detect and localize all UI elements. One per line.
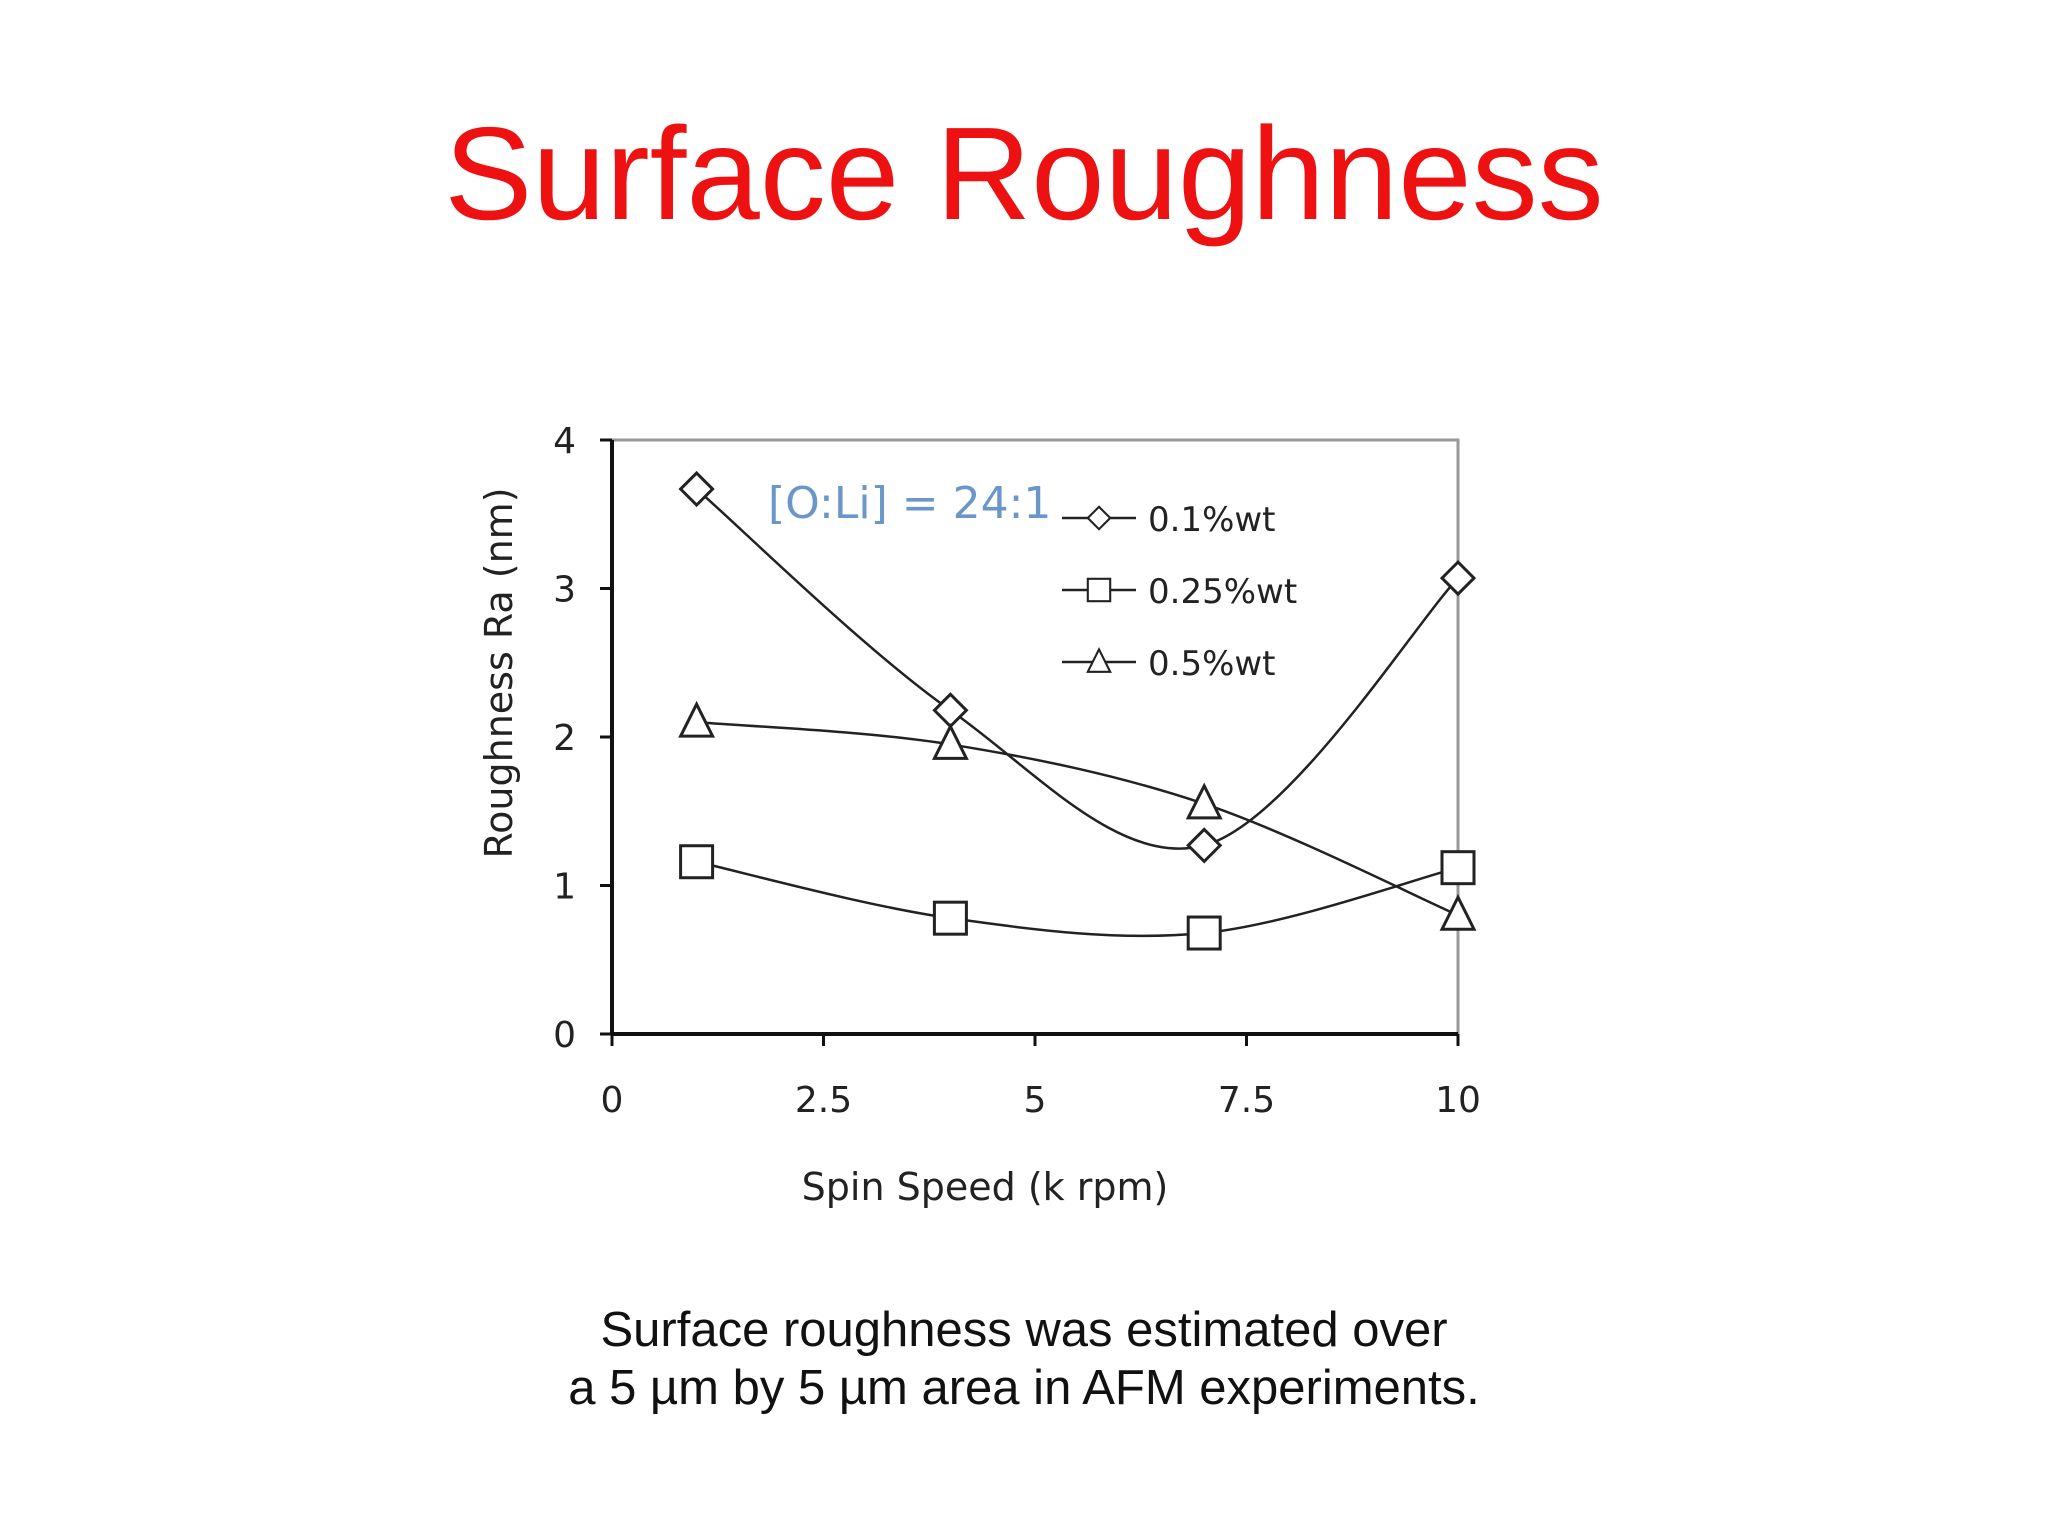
data-point-diamond: [678, 470, 715, 508]
x-axis-label: Spin Speed (k rpm): [802, 1165, 1169, 1209]
data-point-diamond: [1439, 559, 1477, 597]
data-point-triangle: [1439, 893, 1477, 931]
legend-marker-diamond: [1086, 505, 1112, 531]
y-tick-label: 1: [553, 867, 576, 908]
data-point-square: [1186, 915, 1222, 951]
data-point-diamond: [932, 692, 969, 729]
y-tick-label: 3: [553, 570, 576, 611]
slide-title: Surface Roughness: [444, 100, 1604, 247]
data-point-square: [932, 900, 968, 936]
caption-line-1: Surface roughness was estimated over: [600, 1303, 1448, 1357]
data-point-square: [1440, 850, 1476, 886]
legend-marker-square: [1086, 577, 1112, 603]
y-axis-label: Roughness Ra (nm): [477, 487, 521, 858]
x-tick-label: 5: [1024, 1080, 1047, 1121]
x-tick-label: 10: [1435, 1080, 1481, 1121]
legend-label: 0.25%wt: [1148, 572, 1297, 612]
legend-label: 0.1%wt: [1148, 500, 1276, 540]
series-line-diamond: [695, 488, 1459, 850]
chart-annotation: [O:Li] = 24:1: [768, 478, 1051, 529]
y-tick-label: 4: [553, 421, 576, 462]
data-point-diamond: [1186, 827, 1223, 864]
legend: 0.1%wt 0.25%wt 0.5%wt: [1062, 500, 1297, 684]
caption-line-2: a 5 µm by 5 µm area in AFM experiments.: [568, 1361, 1480, 1415]
series-markers: [678, 470, 1477, 951]
data-point-square: [679, 844, 715, 880]
x-tick-label: 2.5: [795, 1080, 852, 1121]
data-point-triangle: [931, 723, 969, 760]
x-tick-label: 0: [601, 1080, 624, 1121]
legend-label: 0.5%wt: [1148, 644, 1276, 684]
series-line-triangle: [696, 720, 1459, 917]
y-tick-label: 0: [553, 1015, 576, 1056]
x-tick-label: 7.5: [1218, 1080, 1275, 1121]
series-curves: [695, 488, 1459, 938]
axis-ticks: 0 2.5 5 7.5 10 0 1 2 3 4: [553, 421, 1481, 1121]
data-point-triangle: [678, 700, 716, 738]
data-point-triangle: [1185, 782, 1223, 820]
series-line-square: [696, 860, 1459, 938]
y-tick-label: 2: [553, 718, 576, 759]
legend-marker-triangle: [1086, 647, 1112, 673]
